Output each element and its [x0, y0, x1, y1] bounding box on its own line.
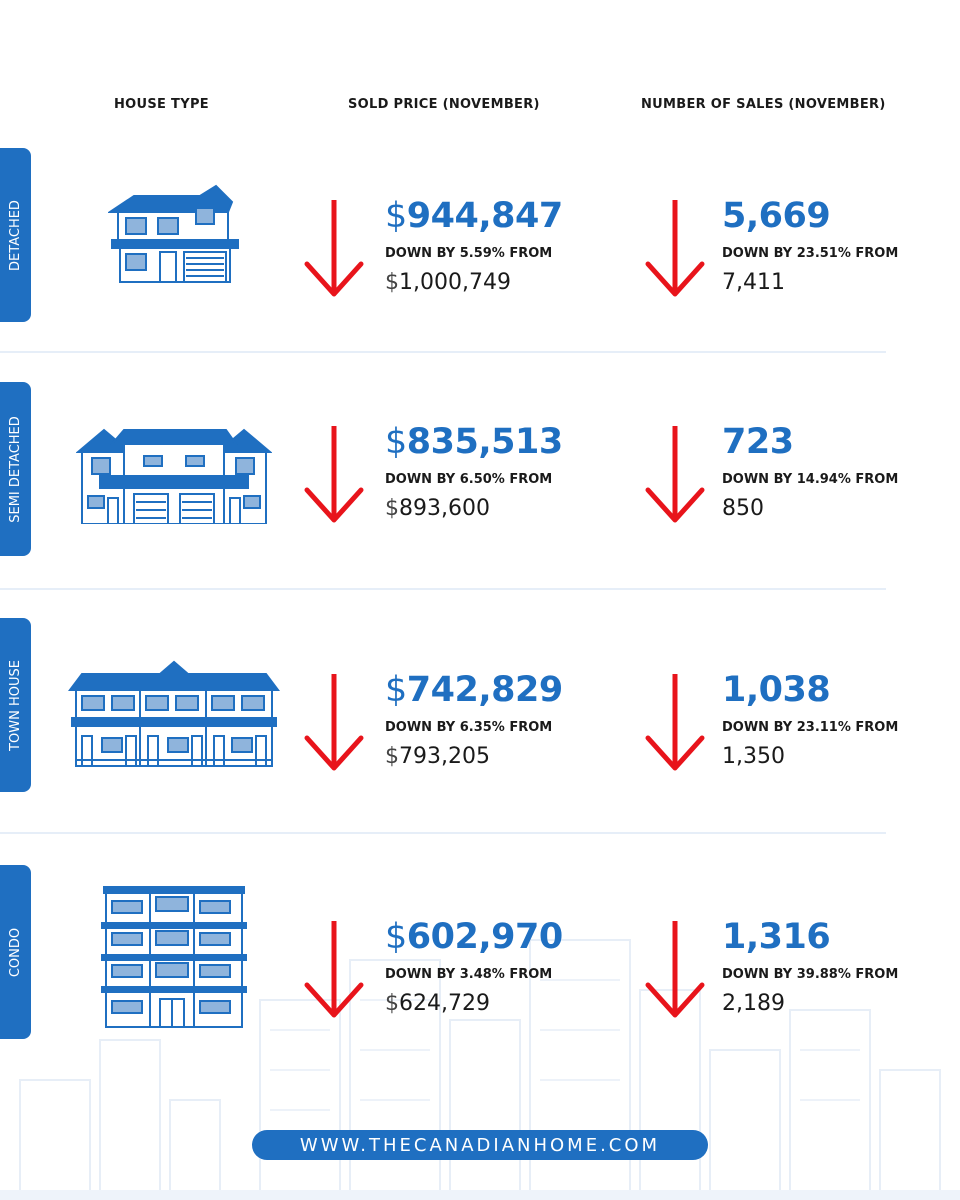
side-tab-label: TOWN HOUSE [8, 659, 23, 751]
sales-change: DOWN BY 23.11% FROM [722, 720, 899, 735]
side-tab-label: SEMI DETACHED [8, 415, 24, 523]
down-arrow-icon [304, 200, 364, 297]
down-arrow-icon [304, 921, 364, 1018]
down-arrow-icon [645, 674, 705, 771]
sales-previous: 2,189 [722, 991, 785, 1016]
sales-previous: 850 [722, 496, 764, 521]
sold-price-change: DOWN BY 6.50% FROM [385, 472, 553, 487]
row-divider [0, 588, 886, 590]
down-arrow-icon [645, 426, 705, 523]
row-divider [0, 832, 886, 834]
sales-previous: 1,350 [722, 744, 785, 769]
sold-price-value: $944,847 [385, 196, 563, 236]
sold-price-value: $602,970 [385, 917, 563, 957]
sold-price-change: DOWN BY 5.59% FROM [385, 246, 553, 261]
sold-price-previous: $893,600 [385, 496, 490, 521]
row-town-house: TOWN HOUSE $742,829 [0, 618, 960, 858]
row-condo: CONDO $602,970 DOWN BY 3.48% FROM $624,7… [0, 865, 960, 1105]
sales-change: DOWN BY 39.88% FROM [722, 967, 899, 982]
row-divider [0, 351, 886, 353]
header-house-type: HOUSE TYPE [114, 97, 209, 112]
sales-value: 723 [722, 422, 794, 462]
sales-value: 1,038 [722, 670, 831, 710]
down-arrow-icon [645, 921, 705, 1018]
sold-price-change: DOWN BY 3.48% FROM [385, 967, 553, 982]
sales-change: DOWN BY 23.51% FROM [722, 246, 899, 261]
semi-detached-house-icon [76, 428, 272, 524]
condo-building-icon [101, 886, 247, 1028]
down-arrow-icon [304, 426, 364, 523]
side-tab-label: CONDO [8, 927, 23, 977]
sales-value: 1,316 [722, 917, 831, 957]
side-tab-label: DETACHED [8, 199, 23, 271]
sold-price-previous: $793,205 [385, 744, 490, 769]
sold-price-change: DOWN BY 6.35% FROM [385, 720, 553, 735]
detached-house-icon [108, 184, 239, 283]
side-tab-condo: CONDO [0, 865, 31, 1039]
down-arrow-icon [645, 200, 705, 297]
website-url-link[interactable]: WWW.THECANADIANHOME.COM [252, 1130, 708, 1160]
sold-price-value: $742,829 [385, 670, 563, 710]
city-skyline-background [0, 939, 960, 1200]
down-arrow-icon [304, 674, 364, 771]
sold-price-previous: $624,729 [385, 991, 490, 1016]
sold-price-previous: $1,000,749 [385, 270, 511, 295]
header-sold-price: SOLD PRICE (NOVEMBER) [348, 97, 540, 112]
sales-change: DOWN BY 14.94% FROM [722, 472, 899, 487]
side-tab-semi-detached: SEMI DETACHED [0, 382, 31, 556]
town-house-icon [68, 660, 280, 767]
side-tab-detached: DETACHED [0, 148, 31, 322]
row-detached: DETACHED $944,847 DOWN BY 5.59% FROM $1,… [0, 148, 960, 388]
side-tab-town-house: TOWN HOUSE [0, 618, 31, 792]
row-semi-detached: SEMI DETACHED $835,513 DOW [0, 382, 960, 622]
sold-price-value: $835,513 [385, 422, 563, 462]
sales-value: 5,669 [722, 196, 831, 236]
sales-previous: 7,411 [722, 270, 785, 295]
header-number-of-sales: NUMBER OF SALES (NOVEMBER) [641, 97, 886, 112]
